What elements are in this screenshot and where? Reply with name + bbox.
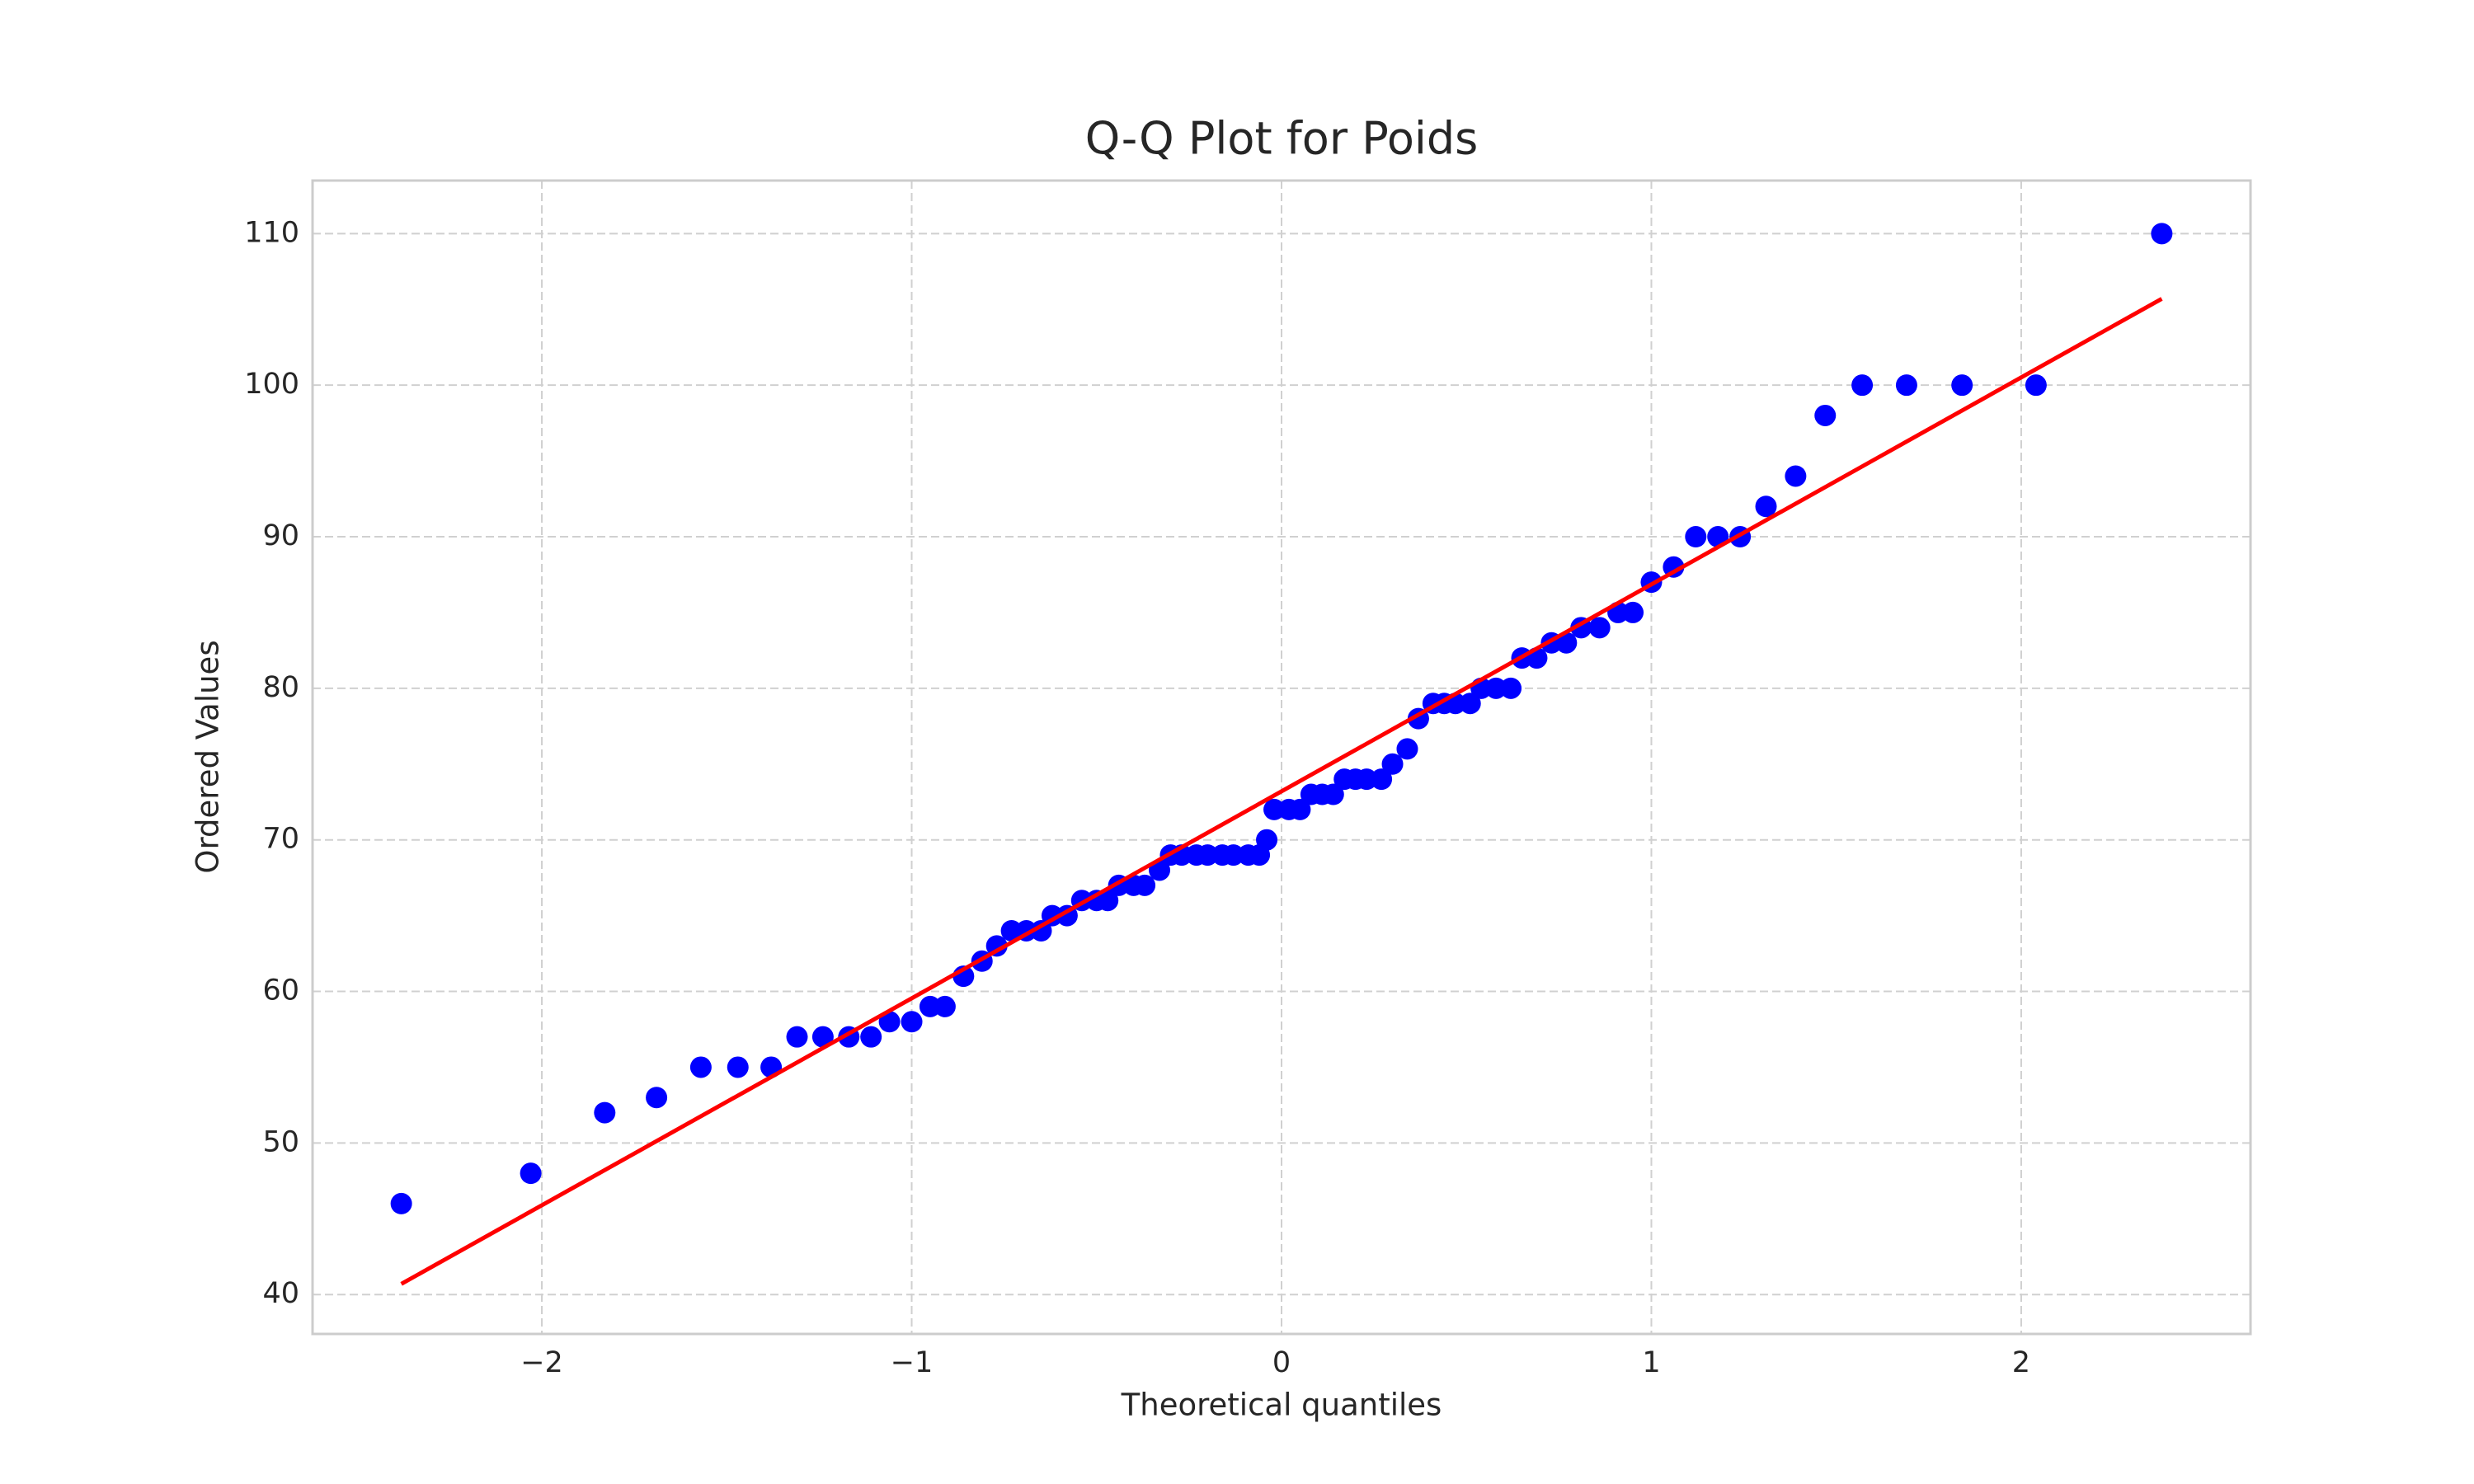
point [1663, 556, 1685, 578]
chart-title: Q-Q Plot for Poids [1085, 113, 1479, 165]
point [646, 1087, 668, 1109]
point [1785, 465, 1807, 487]
point [786, 1026, 808, 1048]
point [1622, 601, 1644, 623]
point [1951, 374, 1973, 397]
point [811, 1026, 834, 1048]
point [1000, 919, 1023, 942]
point [1256, 829, 1278, 851]
point [1222, 844, 1244, 866]
y-tick-label: 70 [262, 823, 299, 856]
point [934, 995, 956, 1017]
point [1289, 798, 1311, 820]
y-tick-label: 90 [262, 519, 299, 552]
point [1459, 693, 1481, 715]
point [919, 995, 941, 1017]
point [860, 1026, 882, 1048]
point [689, 1056, 712, 1078]
point [878, 1011, 901, 1033]
x-tick-label: 0 [1272, 1346, 1291, 1379]
y-tick-label: 40 [262, 1277, 299, 1310]
point [1263, 798, 1286, 820]
point [1371, 768, 1393, 791]
point [2151, 223, 2173, 245]
plot-frame [311, 179, 2252, 1336]
point [985, 935, 1008, 957]
point [1134, 874, 1156, 896]
point [1685, 526, 1707, 548]
x-tick-label: −1 [891, 1346, 934, 1379]
point [1356, 768, 1378, 791]
point [1500, 677, 1522, 699]
x-tick-label: −2 [520, 1346, 563, 1379]
point [1381, 753, 1404, 775]
y-tick-label: 80 [262, 671, 299, 704]
point [1322, 783, 1344, 805]
point [727, 1056, 749, 1078]
y-tick-label: 110 [244, 216, 299, 249]
point [520, 1162, 542, 1185]
point [2025, 374, 2047, 397]
point [1555, 632, 1578, 654]
point [1396, 738, 1418, 760]
point [1097, 890, 1119, 912]
y-axis-label: Ordered Values [190, 640, 226, 873]
point [1588, 617, 1611, 639]
y-tick-label: 100 [244, 368, 299, 401]
x-axis-label: Theoretical quantiles [1121, 1388, 1442, 1423]
point [1755, 495, 1777, 518]
point [1851, 374, 1874, 397]
point [1485, 677, 1507, 699]
fit-line [400, 297, 2163, 1286]
y-tick-label: 60 [262, 974, 299, 1007]
point [1895, 374, 1917, 397]
point [390, 1192, 412, 1214]
point [594, 1101, 616, 1124]
point [1814, 404, 1837, 426]
point [1197, 844, 1219, 866]
x-tick-label: 2 [2012, 1346, 2030, 1379]
x-tick-label: 1 [1642, 1346, 1660, 1379]
point [901, 1011, 923, 1033]
point [1030, 919, 1052, 942]
y-tick-label: 50 [262, 1125, 299, 1158]
